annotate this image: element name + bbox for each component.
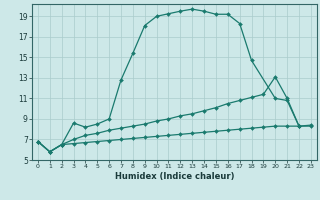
- X-axis label: Humidex (Indice chaleur): Humidex (Indice chaleur): [115, 172, 234, 181]
